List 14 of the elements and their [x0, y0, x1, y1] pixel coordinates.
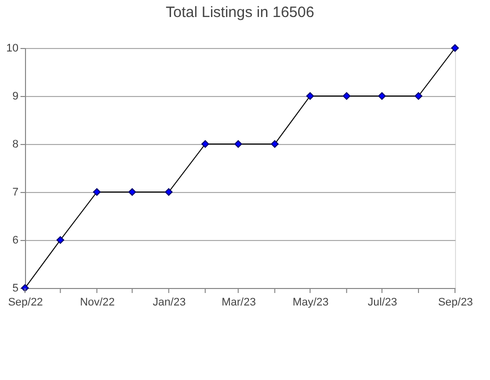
- y-tick-label: 7: [12, 186, 18, 198]
- y-tick-label: 6: [12, 234, 18, 246]
- y-tick-label: 5: [12, 282, 18, 294]
- x-tick-label: May/23: [292, 296, 329, 308]
- y-tick-label: 9: [12, 90, 18, 102]
- x-tick-label: Jan/23: [152, 296, 186, 308]
- x-tick-label: Jul/23: [368, 296, 398, 308]
- chart-title: Total Listings in 16506: [166, 4, 314, 21]
- y-tick-label: 8: [12, 138, 18, 150]
- x-tick-label: Sep/23: [438, 296, 473, 308]
- x-tick-label: Nov/22: [80, 296, 115, 308]
- x-tick-label: Mar/23: [222, 296, 256, 308]
- x-tick-label: Sep/22: [8, 296, 43, 308]
- y-tick-label: 10: [6, 42, 18, 54]
